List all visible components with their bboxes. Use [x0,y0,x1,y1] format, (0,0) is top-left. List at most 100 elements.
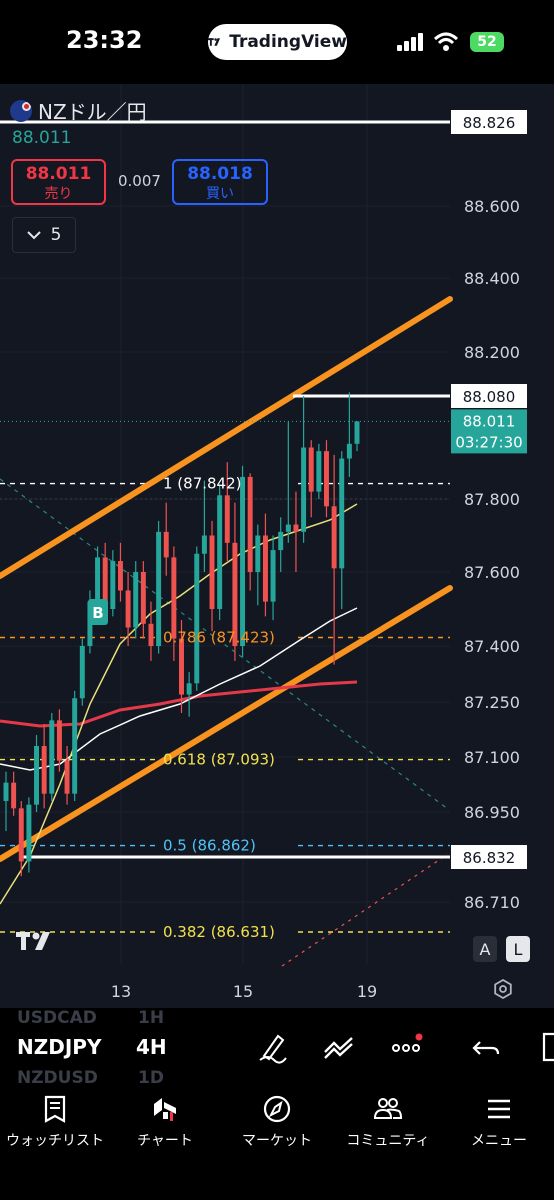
wifi-icon [433,32,459,51]
nav-chart-label: チャート [137,1133,193,1149]
price-badge-bottom-label: 86.832 [463,849,516,867]
price-tick-label: 87.100 [464,748,520,767]
candle-body [262,535,268,602]
tradingview-pill[interactable]: TradingView [208,24,347,60]
candle-body [354,421,360,444]
candle-body [247,476,253,572]
candle-body [95,557,101,602]
candle-body [217,495,223,609]
candle-body [156,531,162,646]
price-tick-label: 87.600 [464,563,520,582]
nav-watchlist[interactable]: ウォッチリスト [0,1094,110,1150]
chart-canvas[interactable]: 1 (87.842) 0.786 (87.423) 0.618 (87.093) 0.… [0,84,554,1008]
more-options-icon[interactable] [390,1030,424,1064]
price-tick-label: 86.950 [464,803,520,822]
candle-body [201,535,207,554]
indicators-icon[interactable] [322,1030,356,1064]
nav-chart[interactable]: チャート [110,1094,220,1150]
log-scale-button[interactable]: L [506,936,530,962]
nav-community[interactable]: コミュニティ [333,1094,443,1150]
candle-body [49,720,55,794]
battery-level: 52 [477,34,497,50]
candle-body [26,804,32,862]
candle-body [110,561,116,609]
price-tick-label: 88.400 [464,269,520,288]
price-tick-label: 87.250 [464,693,520,712]
nav-menu[interactable]: メニュー [444,1094,554,1150]
candle-body [240,476,246,646]
ma-yellow-line [0,503,358,905]
candle-body [102,557,108,609]
fib-level-618-label: 0.618 (87.093) [163,751,275,769]
buy-label: 買い [206,186,234,202]
candle-body [278,531,284,551]
candle-body [79,646,85,699]
drawing-tools-icon[interactable] [256,1030,290,1064]
candle-body [339,458,345,569]
diagonal-trend-line [0,478,449,810]
countdown-label: 03:27:30 [455,433,522,451]
symbol-selector[interactable]: NZDJPY [17,1035,102,1059]
candle-body [346,443,352,459]
buy-button[interactable]: 88.018 買い [172,159,268,205]
price-badge-mid [451,384,527,408]
candle-body [194,553,200,684]
price-tick-label: 88.200 [464,343,520,362]
candle-body [186,683,192,695]
price-tick-label: 86.710 [464,893,520,912]
current-price-label: 88.011 [463,412,516,430]
candle-body [232,542,238,646]
candle-body [301,447,307,532]
status-clock: 23:32 [66,26,143,54]
nz-flag-icon [10,99,32,122]
last-price: 88.011 [12,128,72,148]
candle-body [3,782,9,801]
candle-body [331,506,337,569]
fib-level-786-label: 0.786 (87.423) [163,628,275,646]
fullscreen-icon[interactable] [536,1030,554,1064]
auto-scale-button[interactable]: A [473,936,497,962]
candle-body [255,535,261,572]
candle-body [285,524,291,532]
candle-body [41,746,47,794]
chart-settings-icon[interactable] [492,978,514,1000]
current-price-badge [451,409,527,454]
symbol-header[interactable]: NZドル／円 [10,96,147,125]
fib-level-382-label: 0.382 (86.631) [163,923,275,941]
buy-signal-label: B [92,604,103,622]
candle-body [293,524,299,532]
fib-level-5-label: 0.5 (86.862) [163,837,256,855]
menu-icon [488,1099,510,1119]
interval-selector[interactable]: 4H [136,1035,167,1059]
ghost-interval-below: 1D [138,1068,164,1088]
candle-body [64,760,70,794]
sell-price: 88.011 [25,164,92,184]
candle-body [140,572,146,624]
watchlist-icon [44,1095,66,1123]
price-tick-label: 87.800 [464,490,520,509]
candle-body [308,447,314,492]
price-badge-mid-label: 88.080 [463,388,516,406]
nav-community-label: コミュニティ [346,1133,430,1149]
price-tick-label: 87.400 [464,637,520,656]
sell-button[interactable]: 88.011 売り [11,159,106,205]
undo-icon[interactable] [470,1030,504,1064]
channel-lower-line [0,585,453,862]
chevron-down-icon [26,231,41,240]
ghost-symbol-below: NZDUSD [17,1068,98,1088]
buy-price: 88.018 [187,164,253,184]
signal-icon [397,33,423,51]
nav-market[interactable]: マーケット [222,1094,332,1150]
candle-body [171,557,177,639]
indicators-collapse-toggle[interactable]: 5 [12,217,76,253]
price-badge-top-label: 88.826 [463,114,516,132]
red-dashed-trend-line [281,853,449,967]
candle-body [34,746,40,805]
candle-body [163,531,169,558]
candle-body [148,623,154,646]
nav-watchlist-label: ウォッチリスト [6,1133,104,1149]
candle-body [270,550,276,602]
candle-body [72,698,78,794]
fib-level-1-label: 1 (87.842) [163,475,242,493]
compass-icon [263,1095,291,1123]
